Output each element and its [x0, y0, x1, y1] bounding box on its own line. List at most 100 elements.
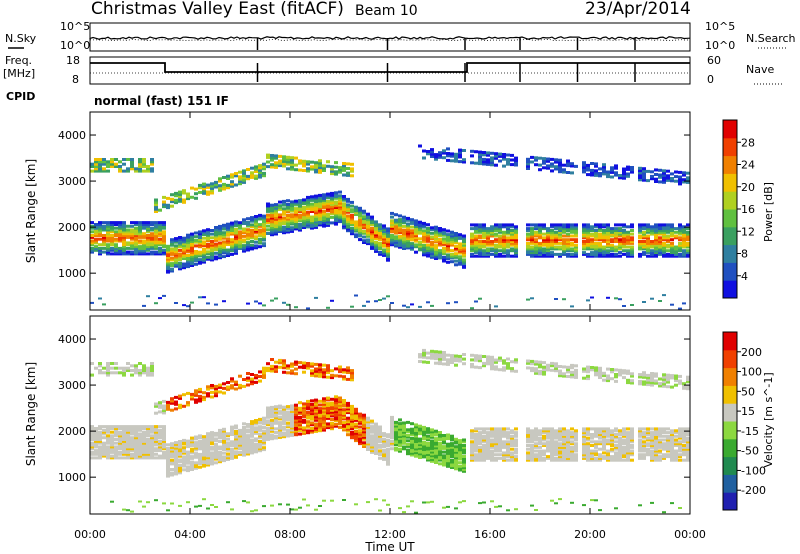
heatmap-cell — [338, 194, 342, 198]
heatmap-cell — [202, 446, 206, 450]
heatmap-cell — [626, 225, 630, 229]
heatmap-cell — [398, 220, 402, 223]
heatmap-cell — [230, 184, 234, 188]
heatmap-cell — [426, 456, 430, 460]
heatmap-cell — [562, 234, 566, 238]
heatmap-cell — [478, 356, 482, 360]
heatmap-cell — [406, 244, 410, 248]
heatmap-cell — [482, 447, 486, 451]
heatmap-cell — [138, 452, 142, 456]
heatmap-cell — [390, 241, 394, 245]
heatmap-cell — [370, 232, 374, 236]
heatmap-cell — [182, 440, 186, 444]
heatmap-cell — [542, 166, 546, 170]
heatmap-cell — [390, 419, 394, 423]
heatmap-cell — [546, 238, 550, 242]
heatmap-cell — [198, 250, 202, 254]
heatmap-cell — [262, 162, 266, 166]
heatmap-cell — [442, 351, 446, 354]
heatmap-cell — [94, 449, 98, 453]
heatmap-cell — [170, 252, 174, 256]
heatmap-cell — [442, 458, 446, 461]
heatmap-cell — [330, 407, 334, 410]
heatmap-cell — [482, 236, 486, 240]
heatmap-cell — [362, 430, 366, 434]
heatmap-cell — [506, 440, 510, 444]
heatmap-cell — [302, 211, 306, 215]
heatmap-cell — [262, 418, 266, 422]
heatmap-cell — [410, 448, 414, 451]
heatmap-cell — [206, 228, 210, 232]
heatmap-cell — [350, 204, 354, 208]
heatmap-cell — [278, 503, 282, 506]
heatmap-cell — [498, 438, 502, 442]
heatmap-cell — [382, 448, 386, 452]
heatmap-cell — [126, 369, 130, 372]
heatmap-cell — [666, 249, 670, 253]
heatmap-cell — [362, 435, 366, 439]
heatmap-cell — [298, 506, 302, 509]
heatmap-cell — [262, 216, 266, 220]
heatmap-cell — [486, 355, 490, 359]
heatmap-cell — [102, 243, 106, 247]
heatmap-cell — [98, 158, 102, 161]
heatmap-cell — [178, 440, 182, 443]
heatmap-cell — [110, 447, 114, 451]
heatmap-cell — [430, 237, 434, 241]
heatmap-cell — [630, 304, 634, 306]
heatmap-cell — [170, 193, 174, 197]
heatmap-cell — [486, 254, 490, 258]
heatmap-cell — [378, 445, 382, 449]
heatmap-cell — [266, 204, 270, 208]
heatmap-cell — [442, 156, 446, 160]
heatmap-cell — [326, 405, 330, 409]
heatmap-cell — [358, 232, 362, 236]
heatmap-cell — [222, 247, 226, 251]
heatmap-cell — [266, 213, 270, 217]
heatmap-cell — [158, 432, 162, 436]
heatmap-cell — [294, 411, 298, 415]
heatmap-cell — [394, 448, 398, 452]
heatmap-cell — [106, 223, 110, 226]
heatmap-cell — [102, 239, 106, 243]
heatmap-cell — [122, 224, 126, 228]
heatmap-cell — [454, 465, 458, 469]
heatmap-cell — [98, 441, 102, 445]
heatmap-cell — [338, 400, 342, 404]
heatmap-cell — [562, 238, 566, 242]
heatmap-cell — [678, 232, 682, 236]
heatmap-cell — [270, 422, 274, 426]
heatmap-cell — [610, 254, 614, 258]
heatmap-cell — [538, 369, 542, 373]
heatmap-cell — [222, 245, 226, 249]
heatmap-cell — [170, 238, 174, 242]
heatmap-cell — [270, 209, 274, 213]
heatmap-cell — [90, 436, 94, 440]
heatmap-cell — [170, 449, 174, 453]
heatmap-cell — [218, 454, 222, 458]
heatmap-cell — [130, 235, 134, 239]
heatmap-cell — [334, 191, 338, 195]
heatmap-cell — [430, 450, 434, 454]
heatmap-cell — [274, 365, 278, 369]
heatmap-cell — [306, 218, 310, 221]
heatmap-cell — [382, 244, 386, 248]
heatmap-cell — [502, 155, 506, 159]
heatmap-cell — [442, 231, 446, 235]
heatmap-cell — [446, 435, 450, 439]
heatmap-cell — [394, 435, 398, 439]
heatmap-cell — [342, 204, 346, 208]
heatmap-cell — [386, 242, 390, 246]
heatmap-cell — [90, 224, 94, 228]
heatmap-cell — [358, 225, 362, 229]
heatmap-cell — [322, 373, 326, 376]
heatmap-cell — [482, 225, 486, 229]
heatmap-cell — [318, 399, 322, 403]
heatmap-cell — [390, 243, 394, 247]
heatmap-cell — [258, 434, 262, 438]
heatmap-cell — [402, 423, 406, 427]
heatmap-cell — [146, 434, 150, 438]
heatmap-cell — [286, 412, 290, 416]
heatmap-cell — [258, 166, 262, 170]
heatmap-cell — [202, 233, 206, 236]
